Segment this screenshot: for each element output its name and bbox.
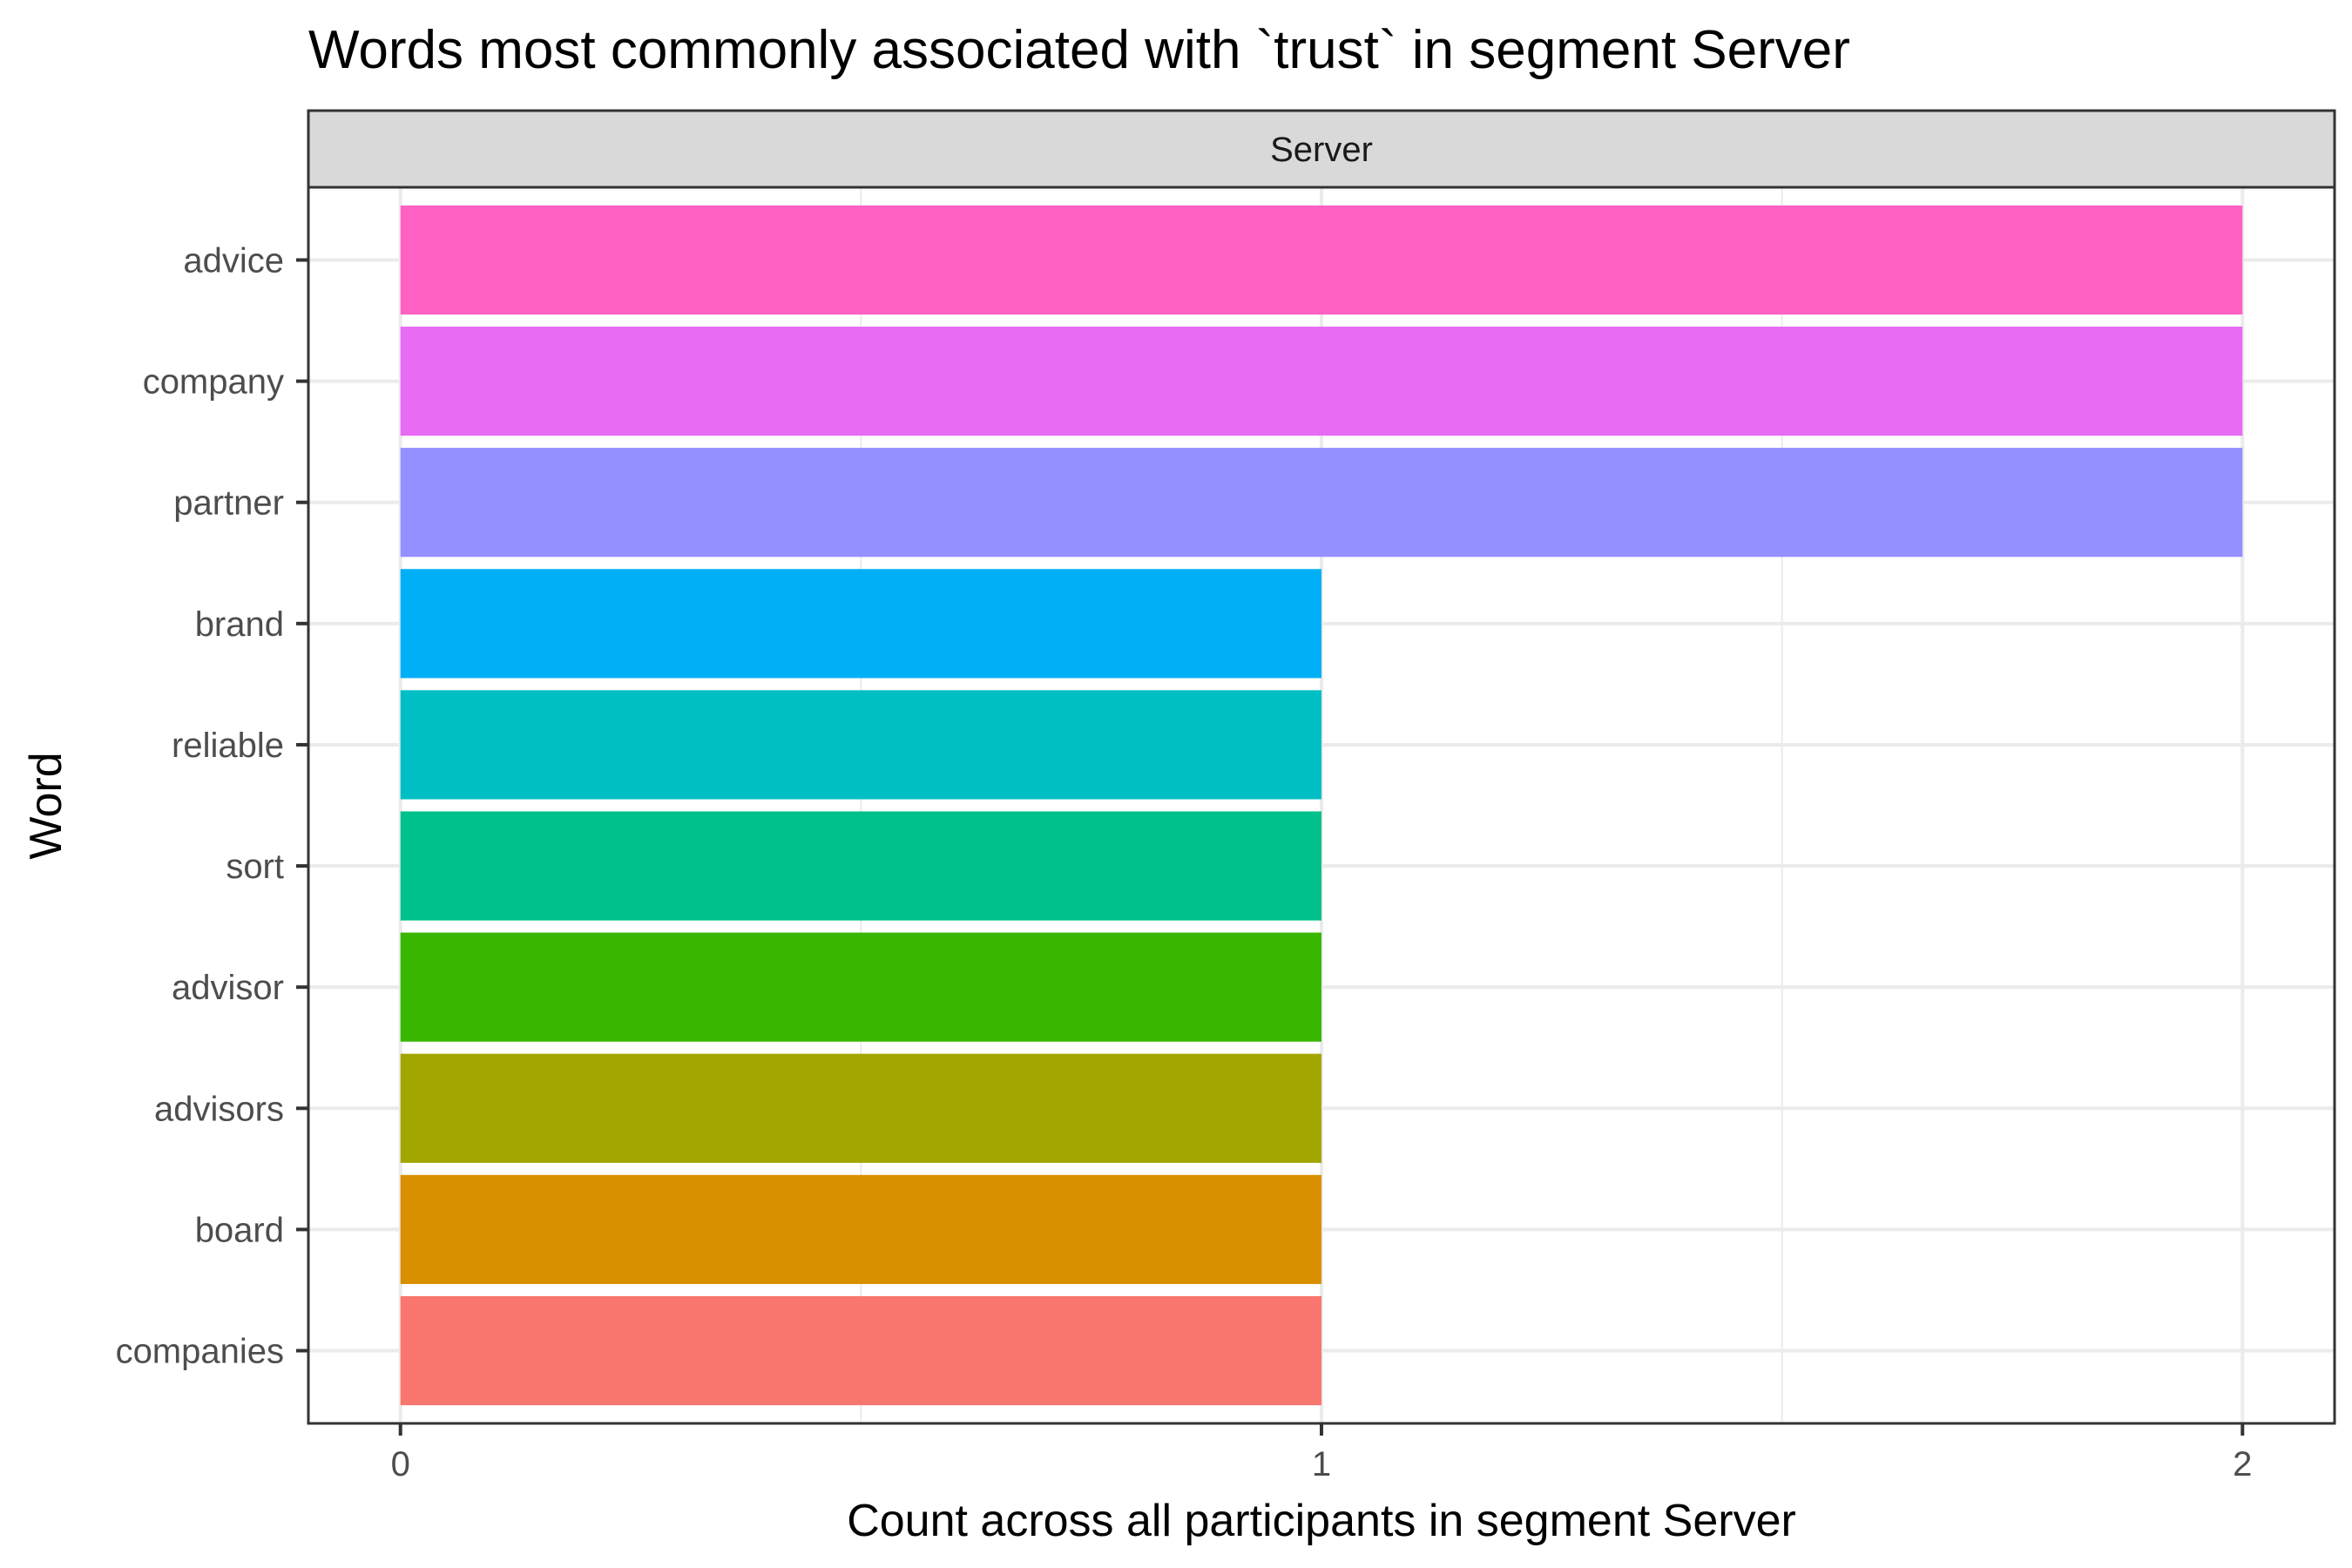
y-tick-label: advisors bbox=[154, 1090, 284, 1128]
facet-strip-label: Server bbox=[1270, 131, 1373, 169]
y-tick-label: reliable bbox=[172, 727, 284, 765]
bar-advisor bbox=[400, 932, 1321, 1042]
y-tick-label: brand bbox=[195, 605, 284, 644]
axes: advice company partner brand reliable sort adv… bbox=[116, 241, 2253, 1484]
x-tick-label: 0 bbox=[391, 1445, 410, 1484]
bar-reliable bbox=[400, 690, 1321, 800]
y-tick-label: company bbox=[143, 363, 284, 402]
y-tick-label: partner bbox=[173, 484, 284, 523]
bar-company bbox=[400, 326, 2243, 436]
facet-strip bbox=[307, 109, 2336, 189]
y-tick-label: companies bbox=[116, 1333, 284, 1371]
y-tick-label: sort bbox=[226, 848, 284, 886]
bars bbox=[400, 205, 2243, 1406]
bar-board bbox=[400, 1174, 1321, 1285]
bar-partner bbox=[400, 448, 2243, 558]
x-axis-title: Count across all participants in segment… bbox=[847, 1496, 1796, 1546]
chart-title: Words most commonly associated with `tru… bbox=[308, 20, 1850, 80]
y-tick-label: advisor bbox=[172, 969, 284, 1007]
bar-advisors bbox=[400, 1053, 1321, 1163]
x-tick-label: 1 bbox=[1312, 1445, 1331, 1484]
bar-sort bbox=[400, 811, 1321, 921]
bar-brand bbox=[400, 569, 1321, 679]
y-axis-title: Word bbox=[21, 752, 71, 859]
y-tick-label: advice bbox=[183, 241, 284, 280]
x-tick-label: 2 bbox=[2233, 1445, 2252, 1484]
bar-companies bbox=[400, 1295, 1321, 1406]
bar-advice bbox=[400, 205, 2243, 315]
y-tick-label: board bbox=[195, 1211, 284, 1249]
